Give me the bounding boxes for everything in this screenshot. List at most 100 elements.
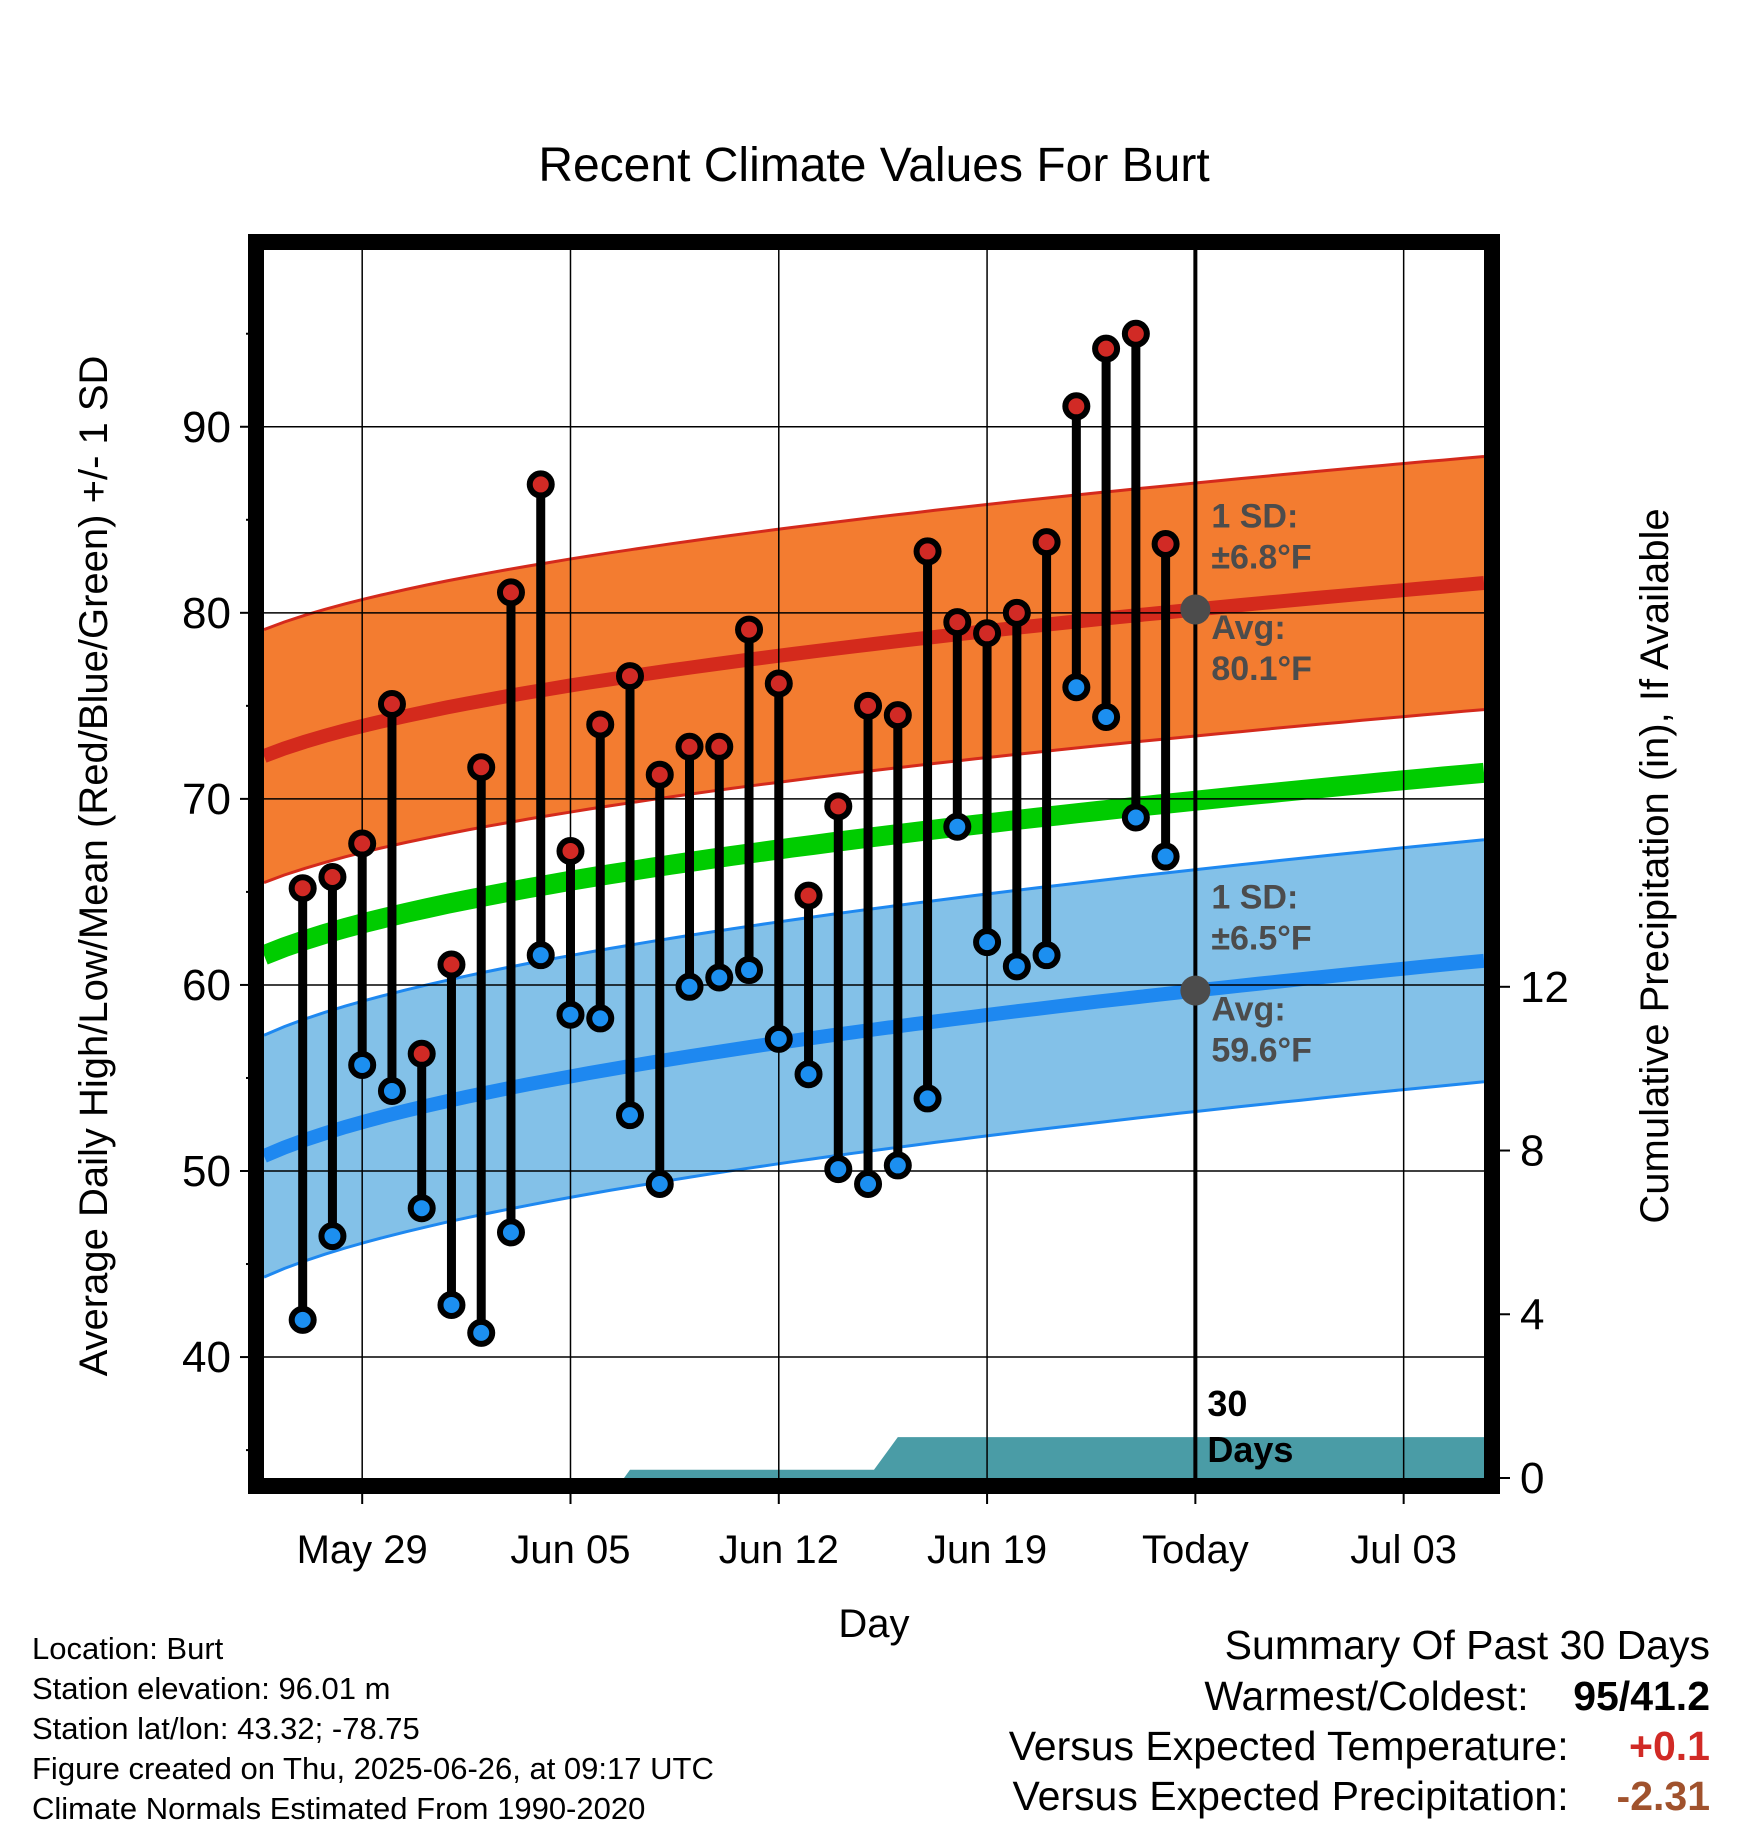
high-marker [288,874,317,903]
high-marker [973,619,1002,648]
today-label-unit: Days [1207,1429,1293,1470]
low-today-dot [1180,975,1211,1006]
high-sd-band [264,456,1484,883]
y-tick-label: 90 [182,403,231,452]
today-label-count: 30 [1207,1383,1247,1424]
high-marker [913,537,942,566]
low-avg-label: Avg: [1211,990,1285,1028]
high-marker [735,615,764,644]
low-sd-label: 1 SD: [1211,879,1298,917]
high-marker [1151,529,1180,558]
x-tick-label: Today [1142,1528,1249,1572]
low-marker [943,812,972,841]
temp-diff-label: Versus Expected Temperature: [1008,1723,1569,1769]
summary-title: Summary Of Past 30 Days [1224,1622,1710,1668]
high-marker [616,662,644,691]
summary-temp-row: Versus Expected Temperature: +0.1 [1009,1723,1710,1770]
high-marker [794,881,823,910]
y2-axis-label: Cumulative Precipitation (in), If Availa… [1633,508,1677,1223]
high-marker [377,689,406,718]
high-marker [1002,598,1031,627]
high-marker [556,836,585,865]
high-avg-label: Avg: [1211,609,1285,647]
plot-frame [248,234,1500,1494]
figure-created: Figure created on Thu, 2025-06-26, at 09… [32,1751,714,1786]
x-tick-label: Jul 03 [1350,1528,1457,1572]
high-average-line [264,576,1484,763]
high-marker [1062,392,1091,421]
high-marker [1092,334,1121,363]
y2-tick-label: 8 [1520,1127,1544,1176]
low-marker [288,1305,317,1334]
temp-diff-value: +0.1 [1629,1723,1710,1769]
high-marker [764,669,793,698]
x-tick-label: May 29 [297,1528,428,1572]
high-marker [883,701,912,730]
low-marker [318,1222,347,1251]
high-marker [586,710,615,739]
high-avg-value: 80.1°F [1211,650,1312,688]
y2-tick-label: 4 [1520,1290,1544,1339]
low-marker [526,941,555,970]
low-marker [764,1024,793,1053]
summary-precip-row: Versus Expected Precipitation: -2.31 [1013,1773,1711,1820]
low-sd-band [264,839,1484,1278]
low-marker [377,1076,406,1105]
summary-warmest-row: Warmest/Coldest: 95/41.2 [1204,1673,1710,1720]
low-marker [348,1050,377,1079]
low-sd-value: ±6.5°F [1211,920,1311,958]
high-marker [705,732,734,761]
high-sd-value: ±6.8°F [1211,539,1311,577]
high-marker [1032,528,1061,557]
low-marker [1062,673,1091,702]
y-tick-label: 40 [182,1333,231,1382]
high-marker [318,863,347,892]
y-tick-label: 80 [182,589,231,638]
x-tick-label: Jun 05 [510,1528,630,1572]
precipitation-area [264,1437,1484,1478]
y-axis-label: Average Daily High/Low/Mean (Red/Blue/Gr… [72,356,116,1377]
low-marker [973,928,1002,957]
high-sd-upper [264,455,1484,632]
grid-lines [264,250,1484,1478]
climate-normals-note: Climate Normals Estimated From 1990-2020 [32,1791,646,1826]
y-tick-label: 50 [182,1147,231,1196]
high-marker [348,829,377,858]
low-marker [467,1318,496,1347]
high-marker [943,608,972,637]
warmest-value: 95/41.2 [1573,1673,1710,1719]
low-marker [824,1155,853,1184]
x-tick-label: Jun 12 [719,1528,839,1572]
low-marker [556,1000,585,1029]
low-avg-value: 59.6°F [1211,1031,1312,1069]
low-marker [854,1170,883,1199]
low-sd-upper [264,838,1484,1037]
y2-tick-label: 12 [1520,963,1569,1012]
low-marker [1151,842,1180,871]
precip-diff-label: Versus Expected Precipitation: [1012,1773,1569,1819]
warmest-label: Warmest/Coldest: [1204,1673,1529,1719]
location-info: Location: Burt [32,1631,224,1666]
low-marker [913,1084,942,1113]
x-axis-label: Day [838,1602,909,1646]
low-sd-lower [264,1080,1484,1279]
high-marker [824,792,853,821]
station-elevation: Station elevation: 96.01 m [32,1671,391,1706]
low-marker [407,1194,436,1223]
low-marker [794,1060,823,1089]
low-marker [437,1290,466,1319]
low-marker [1121,803,1150,832]
low-marker [645,1170,674,1199]
y-tick-label: 70 [182,775,231,824]
low-marker [705,963,734,992]
x-tick-label: Jun 19 [927,1528,1047,1572]
low-marker [1002,952,1031,981]
high-marker [526,470,555,499]
mean-line [264,762,1484,965]
low-marker [1092,703,1121,732]
high-marker [496,578,525,607]
precip-diff-value: -2.31 [1616,1773,1710,1819]
low-marker [675,972,704,1001]
